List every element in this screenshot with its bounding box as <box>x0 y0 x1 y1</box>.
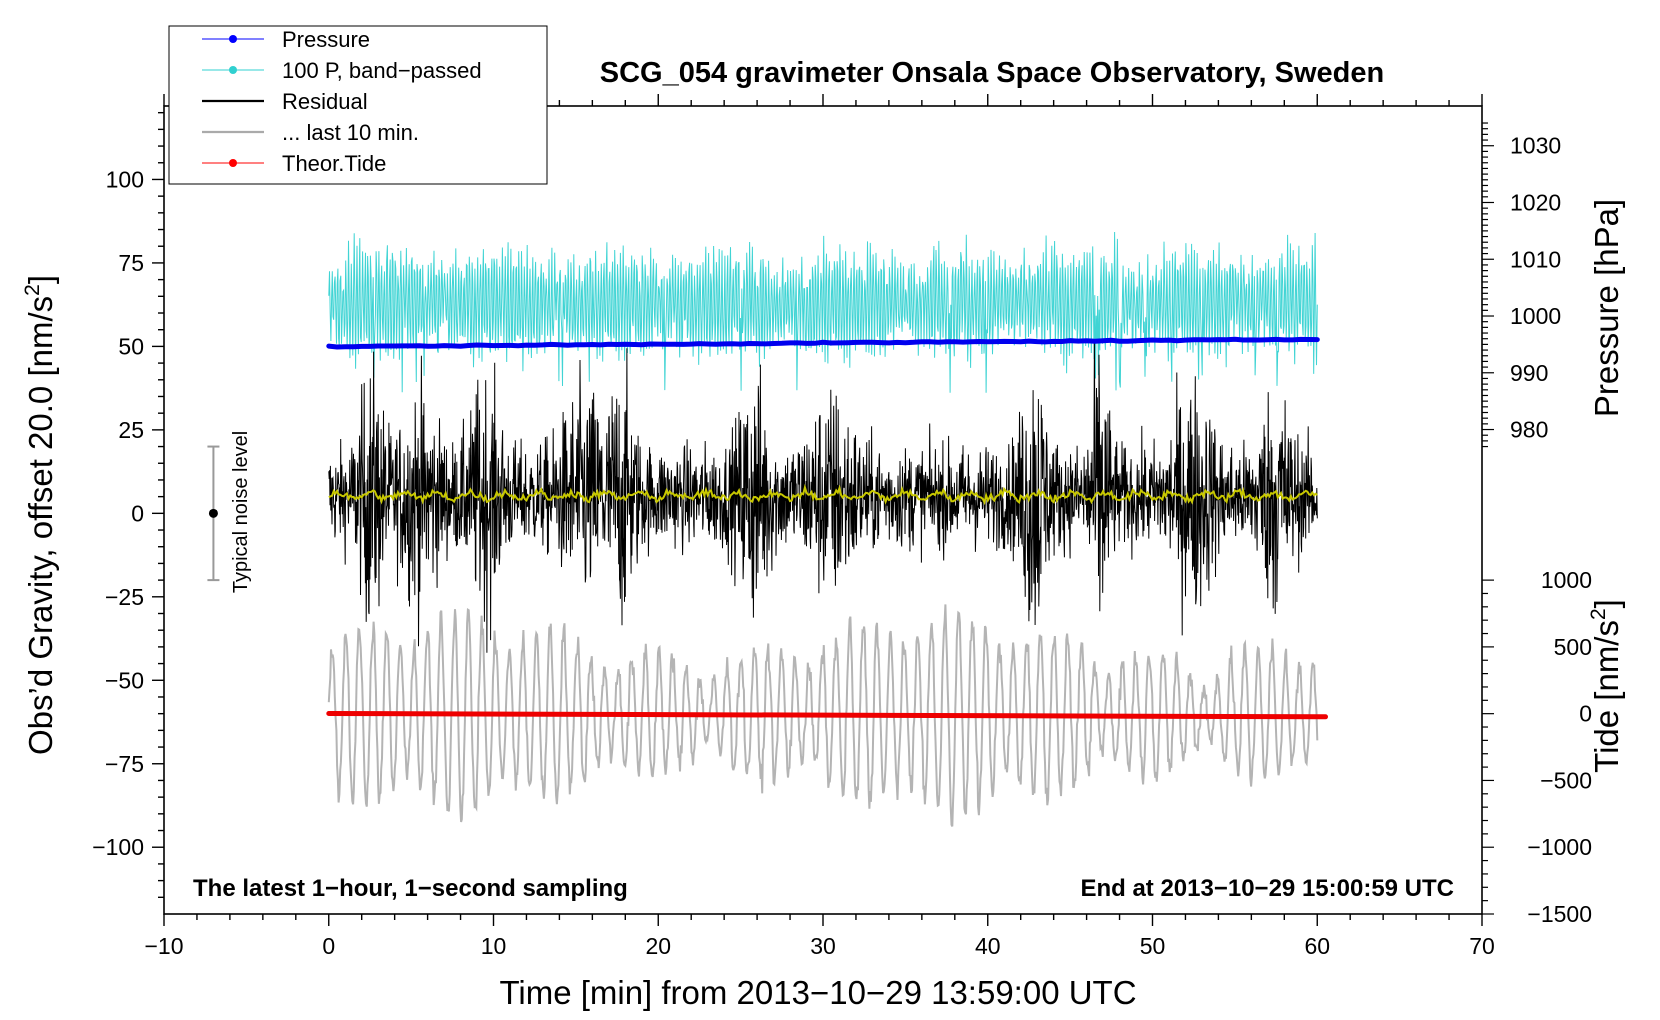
annotation-latest-hour: The latest 1−hour, 1−second sampling <box>193 875 628 902</box>
pressure-tick-label: 1000 <box>1510 303 1561 329</box>
legend-box <box>168 25 548 185</box>
x-tick-label: 50 <box>1140 933 1166 959</box>
tide-tick-label: 1000 <box>1541 567 1592 593</box>
legend-item: Residual <box>202 89 368 114</box>
noise-bar-dot <box>208 508 218 518</box>
pressure-series <box>326 336 1320 350</box>
x-tick-label: −10 <box>144 933 183 959</box>
y-axis-tide-label: Tide [nm/s2] <box>1587 599 1625 773</box>
y-tick-label: 50 <box>118 333 144 359</box>
legend-marker <box>229 35 237 43</box>
tide-tick-label: −500 <box>1540 767 1592 793</box>
legend-label: Residual <box>282 89 368 114</box>
y-tick-label: 25 <box>118 417 144 443</box>
chart-title: SCG_054 gravimeter Onsala Space Observat… <box>600 57 1384 89</box>
tide-tick-label: −1500 <box>1527 901 1592 927</box>
theor-tide-series <box>326 711 1328 720</box>
smoothed-residual-series <box>328 483 1318 506</box>
legend-label: Theor.Tide <box>282 151 386 176</box>
x-tick-label: 30 <box>810 933 836 959</box>
y-tick-label: −25 <box>105 584 144 610</box>
y-tick-label: −75 <box>105 751 144 777</box>
y-axis-pressure-label: Pressure [hPa] <box>1588 199 1625 417</box>
pressure-tick-label: 980 <box>1510 417 1548 443</box>
pressure-tick-label: 1020 <box>1510 189 1561 215</box>
legend-item: Theor.Tide <box>202 151 386 176</box>
noise-bar: Typical noise level <box>207 431 252 593</box>
legend-marker <box>229 66 237 74</box>
legend-marker <box>229 159 237 167</box>
pressure-tick-label: 1010 <box>1510 246 1561 272</box>
y-tick-label: 0 <box>131 500 144 526</box>
series-group <box>326 231 1328 827</box>
y-tick-label: −100 <box>92 834 144 860</box>
legend-label: 100 P, band−passed <box>282 58 482 83</box>
legend: Pressure 100 P, band−passed Residual ... la… <box>168 25 548 185</box>
x-tick-label: 70 <box>1469 933 1495 959</box>
last-10-min-series <box>327 604 1319 827</box>
x-tick-label: 20 <box>645 933 671 959</box>
y-axis-pressure: 1030 1020 1010 1000 990 980 <box>1482 122 1561 448</box>
legend-label: ... last 10 min. <box>282 120 419 145</box>
legend-item: Pressure <box>202 27 370 52</box>
residual-series <box>328 339 1318 653</box>
noise-bar-label: Typical noise level <box>230 431 252 593</box>
tide-tick-label: 0 <box>1579 701 1592 727</box>
x-tick-label: 10 <box>481 933 507 959</box>
annotation-end-time: End at 2013−10−29 15:00:59 UTC <box>1080 875 1454 902</box>
x-tick-label: 40 <box>975 933 1001 959</box>
y-tick-label: −50 <box>105 667 144 693</box>
tide-tick-label: 500 <box>1554 634 1592 660</box>
pressure-tick-label: 1030 <box>1510 133 1561 159</box>
x-tick-label: 60 <box>1304 933 1330 959</box>
y-tick-label: 100 <box>106 166 144 192</box>
band-passed-pressure-series <box>328 231 1318 393</box>
legend-label: Pressure <box>282 27 370 52</box>
legend-item: ... last 10 min. <box>202 120 419 145</box>
y-axis-left-label: Obs’d Gravity, offset 20.0 [nm/s2] <box>21 275 59 755</box>
pressure-tick-label: 990 <box>1510 360 1548 386</box>
x-axis-label: Time [min] from 2013−10−29 13:59:00 UTC <box>499 974 1136 1011</box>
y-axis-tide: 1000 500 0 −500 −1000 −1500 <box>1482 567 1592 927</box>
legend-item: 100 P, band−passed <box>202 58 482 83</box>
y-tick-label: 75 <box>118 250 144 276</box>
x-tick-label: 0 <box>322 933 335 959</box>
tide-tick-label: −1000 <box>1527 834 1592 860</box>
y-axis-left: 100 75 50 25 0 −25 −50 −75 −100 <box>92 111 164 899</box>
